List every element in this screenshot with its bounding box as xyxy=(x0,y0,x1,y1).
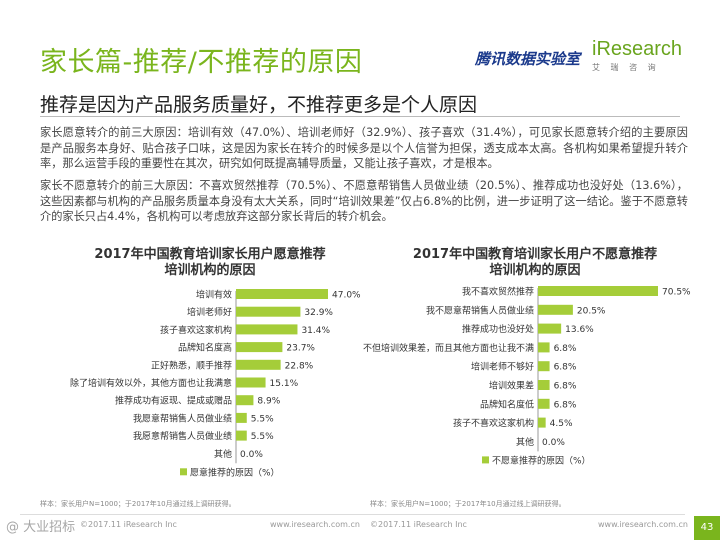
left-chart-category-label: 我愿意帮销售人员做业绩 xyxy=(133,430,232,442)
right-chart-category-label: 其他 xyxy=(516,436,534,448)
right-chart-bar xyxy=(538,398,550,409)
left-chart-bar xyxy=(236,430,247,441)
left-chart-bar xyxy=(236,395,254,406)
right-chart-category-label: 培训老师不够好 xyxy=(471,361,534,373)
left-chart-bar xyxy=(236,412,247,423)
right-chart-category-label: 推荐成功也没好处 xyxy=(462,323,534,335)
right-chart-category-label: 不但培训效果差，而且其他方面也让我不满 xyxy=(363,342,534,354)
left-chart-category-label: 推荐成功有返现、提成或赠品 xyxy=(115,395,232,407)
left-chart-value-label: 47.0% xyxy=(332,291,361,301)
footer-divider xyxy=(20,514,685,515)
iresearch-logo-subtitle: 艾 瑞 咨 询 xyxy=(592,63,660,72)
left-chart-category-label: 培训有效 xyxy=(196,289,232,301)
right-chart-value-label: 13.6% xyxy=(565,325,594,335)
left-chart-legend-swatch xyxy=(180,468,187,476)
chart-right-title-line1: 2017年中国教育培训家长用户不愿意推荐 xyxy=(412,247,658,262)
right-chart-value-label: 4.5% xyxy=(550,419,573,429)
watermark: @ 大业招标 xyxy=(6,520,76,535)
left-chart-bar xyxy=(236,377,266,388)
right-chart-value-label: 6.8% xyxy=(554,344,577,354)
iresearch-logo: iResearch 艾 瑞 咨 询 xyxy=(592,38,682,78)
iresearch-logo-wordmark: iResearch xyxy=(592,38,683,60)
chart-willing-reasons: 培训有效 47.0% 培训老师好 32.9% 孩子喜欢这家机构 31.4% 品牌知名度高 23… xyxy=(70,289,361,479)
left-chart-category-label: 培训老师好 xyxy=(187,306,232,318)
left-chart-value-label: 8.9% xyxy=(257,397,280,407)
right-chart-value-label: 0.0% xyxy=(542,438,565,448)
footer-website-right: www.iresearch.com.cn xyxy=(598,520,688,529)
left-chart-value-label: 23.7% xyxy=(286,344,315,354)
summary-paragraph-unwilling: 家长不愿意转介的前三大原因：不喜欢贸然推荐（70.5%）、不愿意帮销售人员做业绩… xyxy=(40,179,688,224)
source-note-right: 样本：家长用户N=1000；于2017年10月通过线上调研获得。 xyxy=(370,500,566,508)
right-chart-bar xyxy=(538,286,658,296)
left-chart-category-label: 孩子喜欢这家机构 xyxy=(160,324,232,336)
left-chart-value-label: 22.8% xyxy=(285,361,314,371)
left-chart-legend-label: 愿意推荐的原因（%） xyxy=(190,466,280,478)
left-chart-bar xyxy=(236,342,283,353)
left-chart-value-label: 5.5% xyxy=(251,432,274,442)
right-chart-value-label: 6.8% xyxy=(554,382,577,392)
page-title: 家长篇-推荐/不推荐的原因 xyxy=(40,47,363,78)
right-chart-legend-label: 不愿意推荐的原因（%） xyxy=(492,454,591,466)
left-chart-category-label: 我愿意帮销售人员做业绩 xyxy=(133,412,232,424)
left-chart-bar xyxy=(236,324,298,335)
left-chart-value-label: 0.0% xyxy=(240,450,263,460)
chart-right-title: 2017年中国教育培训家长用户不愿意推荐 培训机构的原因 xyxy=(385,247,685,279)
subtitle-divider xyxy=(40,116,680,117)
chart-left-title-line2: 培训机构的原因 xyxy=(164,263,256,278)
right-chart-bar xyxy=(538,342,550,353)
summary-paragraph-willing: 家长愿意转介的前三大原因：培训有效（47.0%）、培训老师好（32.9%）、孩子… xyxy=(40,126,688,171)
right-chart-category-label: 孩子不喜欢这家机构 xyxy=(453,417,534,429)
right-chart-value-label: 6.8% xyxy=(554,400,577,410)
left-chart-bar xyxy=(236,306,301,317)
footer-copyright-left: ©2017.11 iResearch Inc xyxy=(80,520,177,529)
right-chart-category-label: 我不愿意帮销售人员做业绩 xyxy=(426,304,534,316)
right-chart-value-label: 6.8% xyxy=(554,363,577,373)
right-chart-category-label: 培训效果差 xyxy=(489,380,534,392)
chart-unwilling-reasons: 我不喜欢贸然推荐 70.5% 我不愿意帮销售人员做业绩 20.5% 推荐成功也没好处 13… xyxy=(363,286,691,467)
right-chart-bar xyxy=(538,417,546,428)
footer-website-mid: www.iresearch.com.cn xyxy=(270,520,360,529)
tencent-data-lab-logo: 腾讯数据实验室 xyxy=(475,50,581,68)
left-chart-category-label: 除了培训有效以外，其他方面也让我满意 xyxy=(70,377,232,389)
chart-left-title-line1: 2017年中国教育培训家长用户愿意推荐 xyxy=(94,247,326,262)
right-chart-bar xyxy=(538,380,550,390)
left-chart-category-label: 其他 xyxy=(214,448,232,460)
right-chart-bar xyxy=(538,304,573,315)
chart-right-title-line2: 培训机构的原因 xyxy=(489,263,581,278)
right-chart-bar xyxy=(538,361,550,372)
chart-left-title: 2017年中国教育培训家长用户愿意推荐 培训机构的原因 xyxy=(60,247,360,279)
left-chart-value-label: 31.4% xyxy=(301,326,330,336)
right-chart-bar xyxy=(538,323,562,334)
left-chart-bar xyxy=(236,359,281,370)
right-chart-legend-swatch xyxy=(482,456,489,464)
left-chart-value-label: 5.5% xyxy=(251,414,274,424)
right-chart-category-label: 品牌知名度低 xyxy=(480,398,534,410)
footer-copyright-right: ©2017.11 iResearch Inc xyxy=(370,520,467,529)
right-chart-value-label: 20.5% xyxy=(577,306,606,316)
left-chart-value-label: 32.9% xyxy=(304,308,333,318)
source-note-left: 样本：家长用户N=1000；于2017年10月通过线上调研获得。 xyxy=(40,500,236,508)
left-chart-value-label: 15.1% xyxy=(270,379,299,389)
left-chart-bar xyxy=(236,289,328,299)
right-chart-value-label: 70.5% xyxy=(662,288,691,298)
left-chart-category-label: 品牌知名度高 xyxy=(178,342,232,354)
page-subtitle: 推荐是因为产品服务质量好，不推荐更多是个人原因 xyxy=(40,94,478,116)
page-number: 43 xyxy=(694,516,720,540)
right-chart-category-label: 我不喜欢贸然推荐 xyxy=(462,286,534,298)
left-chart-category-label: 正好熟悉，顺手推荐 xyxy=(151,359,232,371)
